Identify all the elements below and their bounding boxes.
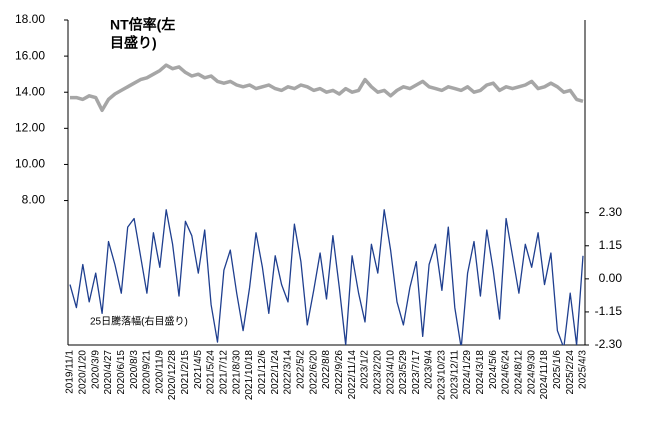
x-tick-label: 2022/5/2: [295, 350, 306, 389]
x-tick-label: 2023/10/23: [437, 350, 448, 400]
x-tick-label: 2023/2/20: [372, 350, 383, 395]
x-tick-label: 2021/5/24: [206, 350, 217, 395]
x-tick-label: 2021/12/6: [257, 350, 268, 395]
x-tick-label: 2025/2/24: [565, 350, 576, 395]
x-tick-label: 2021/7/12: [219, 350, 230, 395]
annotation: 目盛り): [110, 35, 157, 51]
x-tick-label: 2025/4/3: [578, 350, 589, 389]
x-tick-label: 2022/11/14: [347, 350, 358, 400]
x-tick-label: 2024/9/30: [526, 350, 537, 395]
x-tick-label: 2022/6/20: [308, 350, 319, 395]
x-tick-label: 2023/12/11: [449, 350, 460, 400]
x-tick-label: 2024/5/6: [488, 350, 499, 389]
y-tick-label: 16.00: [15, 48, 45, 62]
y-tick-label: 18.00: [15, 12, 45, 26]
y2-tick-label: 2.30: [599, 205, 623, 219]
x-tick-label: 2023/4/10: [385, 350, 396, 395]
y-tick-label: 12.00: [15, 121, 45, 135]
x-tick-label: 2024/8/12: [514, 350, 525, 395]
x-tick-label: 2020/6/15: [116, 350, 127, 395]
y-tick-label: 8.00: [22, 193, 46, 207]
y2-tick-label: -2.30: [595, 337, 623, 351]
x-tick-label: 2020/3/9: [90, 350, 101, 389]
annotation: 25日騰落幅(右目盛り): [90, 315, 188, 328]
x-tick-label: 2024/3/18: [475, 350, 486, 395]
x-tick-label: 2022/9/26: [334, 350, 345, 395]
annotation: NT倍率(左: [110, 17, 175, 33]
series-line: [69, 209, 584, 345]
y2-tick-label: -1.15: [595, 304, 623, 318]
x-tick-label: 2022/8/8: [321, 350, 332, 389]
x-tick-label: 2021/8/30: [231, 350, 242, 395]
x-tick-label: 2020/9/21: [142, 350, 153, 395]
x-tick-label: 2020/4/27: [103, 350, 114, 395]
y2-tick-label: 1.15: [599, 238, 623, 252]
x-tick-label: 2023/1/2: [360, 350, 371, 389]
x-tick-label: 2019/11/1: [65, 350, 76, 394]
x-tick-label: 2021/2/15: [180, 350, 191, 395]
x-tick-label: 2020/8/3: [129, 350, 140, 389]
x-tick-label: 2022/3/14: [283, 350, 294, 395]
x-tick-label: 2023/7/17: [411, 350, 422, 395]
x-tick-label: 2020/11/9: [154, 350, 165, 394]
y-tick-label: 10.00: [15, 157, 45, 171]
x-tick-label: 2024/1/29: [462, 350, 473, 395]
y-tick-label: 14.00: [15, 84, 45, 98]
x-tick-label: 2024/11/18: [539, 350, 550, 400]
x-tick-label: 2024/6/24: [501, 350, 512, 395]
series-line: [70, 63, 584, 113]
x-tick-label: 2020/12/28: [167, 350, 178, 400]
x-tick-label: 2023/9/4: [424, 350, 435, 389]
x-tick-label: 2025/1/6: [552, 350, 563, 389]
x-tick-label: 2023/5/29: [398, 350, 409, 395]
x-tick-label: 2020/1/20: [77, 350, 88, 395]
x-tick-label: 2022/1/24: [270, 350, 281, 395]
x-tick-label: 2021/4/5: [193, 350, 204, 389]
y2-tick-label: 0.00: [599, 271, 623, 285]
x-tick-label: 2021/10/18: [244, 350, 255, 400]
